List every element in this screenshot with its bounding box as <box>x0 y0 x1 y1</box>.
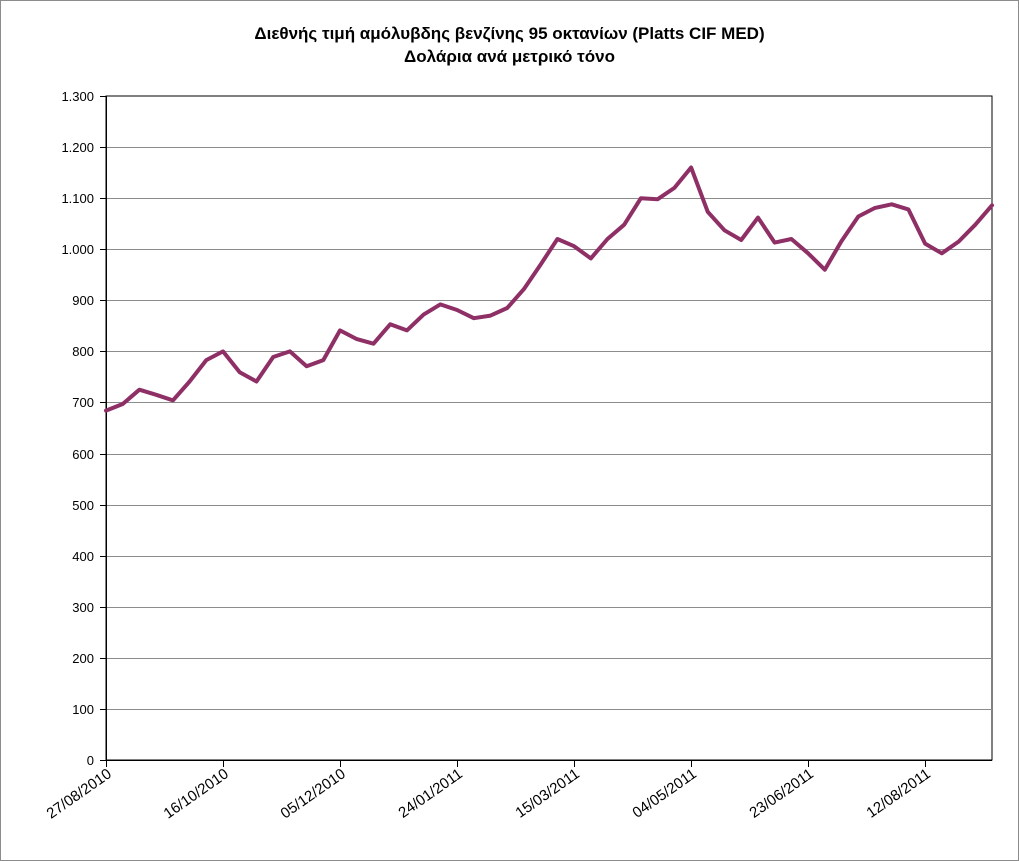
data-point <box>255 380 259 384</box>
data-point <box>940 251 944 255</box>
x-tick-label: 27/08/2010 <box>44 765 115 822</box>
data-point <box>422 313 426 317</box>
data-point <box>288 349 292 353</box>
y-tick-label: 1.200 <box>61 140 94 155</box>
data-point <box>489 314 493 318</box>
plot-area <box>105 95 993 761</box>
data-point <box>572 244 576 248</box>
y-tick-label: 100 <box>72 702 94 717</box>
data-point <box>606 237 610 241</box>
x-tick-label: 24/01/2011 <box>395 765 465 821</box>
data-point <box>238 370 242 374</box>
data-point <box>372 342 376 346</box>
data-point <box>973 223 977 227</box>
data-point <box>204 358 208 362</box>
y-tick-label: 1.100 <box>61 191 94 206</box>
chart-title-block: Διεθνής τιμή αμόλυβδης βενζίνης 95 οκταν… <box>0 22 1019 68</box>
data-point <box>221 349 225 353</box>
data-point <box>923 242 927 246</box>
chart-subtitle: Δολάρια ανά μετρικό τόνο <box>404 47 615 66</box>
data-point <box>405 328 409 332</box>
data-point <box>338 328 342 332</box>
data-point <box>739 238 743 242</box>
data-point <box>773 241 777 245</box>
x-tick-label: 16/10/2010 <box>161 765 232 822</box>
data-point <box>171 398 175 402</box>
data-point <box>438 302 442 306</box>
y-tick-label: 400 <box>72 549 94 564</box>
data-point <box>355 337 359 341</box>
y-tick-label: 700 <box>72 395 94 410</box>
data-point <box>856 215 860 219</box>
chart-title: Διεθνής τιμή αμόλυβδης βενζίνης 95 οκταν… <box>254 24 765 43</box>
y-tick-label: 800 <box>72 344 94 359</box>
x-tick-label: 23/06/2011 <box>746 765 816 821</box>
y-tick-label: 600 <box>72 447 94 462</box>
data-point <box>706 210 710 214</box>
data-point <box>522 287 526 291</box>
data-point <box>723 228 727 232</box>
y-tick-label: 200 <box>72 651 94 666</box>
data-point <box>154 393 158 397</box>
y-tick-label: 500 <box>72 498 94 513</box>
data-point <box>505 306 509 310</box>
x-tick-label: 15/03/2011 <box>512 765 582 821</box>
data-point <box>840 239 844 243</box>
data-point <box>455 308 459 312</box>
data-point <box>873 206 877 210</box>
data-point <box>589 256 593 260</box>
data-point <box>305 364 309 368</box>
y-tick-label: 900 <box>72 293 94 308</box>
data-point <box>823 268 827 272</box>
data-point <box>906 207 910 211</box>
data-point <box>321 358 325 362</box>
x-tick-label: 04/05/2011 <box>629 765 699 821</box>
data-point <box>990 203 994 207</box>
data-point <box>890 202 894 206</box>
data-point <box>957 240 961 244</box>
data-point <box>271 355 275 359</box>
data-point <box>388 322 392 326</box>
series-line <box>104 165 994 413</box>
data-point <box>806 251 810 255</box>
y-tick-label: 300 <box>72 600 94 615</box>
data-point <box>622 223 626 227</box>
data-point <box>188 380 192 384</box>
y-tick-label: 0 <box>87 753 94 768</box>
data-point <box>656 197 660 201</box>
data-point <box>672 186 676 190</box>
data-point <box>555 237 559 241</box>
data-point <box>756 216 760 220</box>
data-point <box>121 402 125 406</box>
data-point <box>104 409 108 413</box>
data-point <box>137 388 141 392</box>
x-tick-label: 05/12/2010 <box>278 765 349 822</box>
data-point <box>639 196 643 200</box>
data-point <box>789 237 793 241</box>
y-tick-label: 1.300 <box>61 89 94 104</box>
data-point <box>539 263 543 267</box>
x-tick-label: 12/08/2011 <box>863 765 933 821</box>
y-tick-label: 1.000 <box>61 242 94 257</box>
data-point <box>472 316 476 320</box>
data-point <box>689 166 693 170</box>
